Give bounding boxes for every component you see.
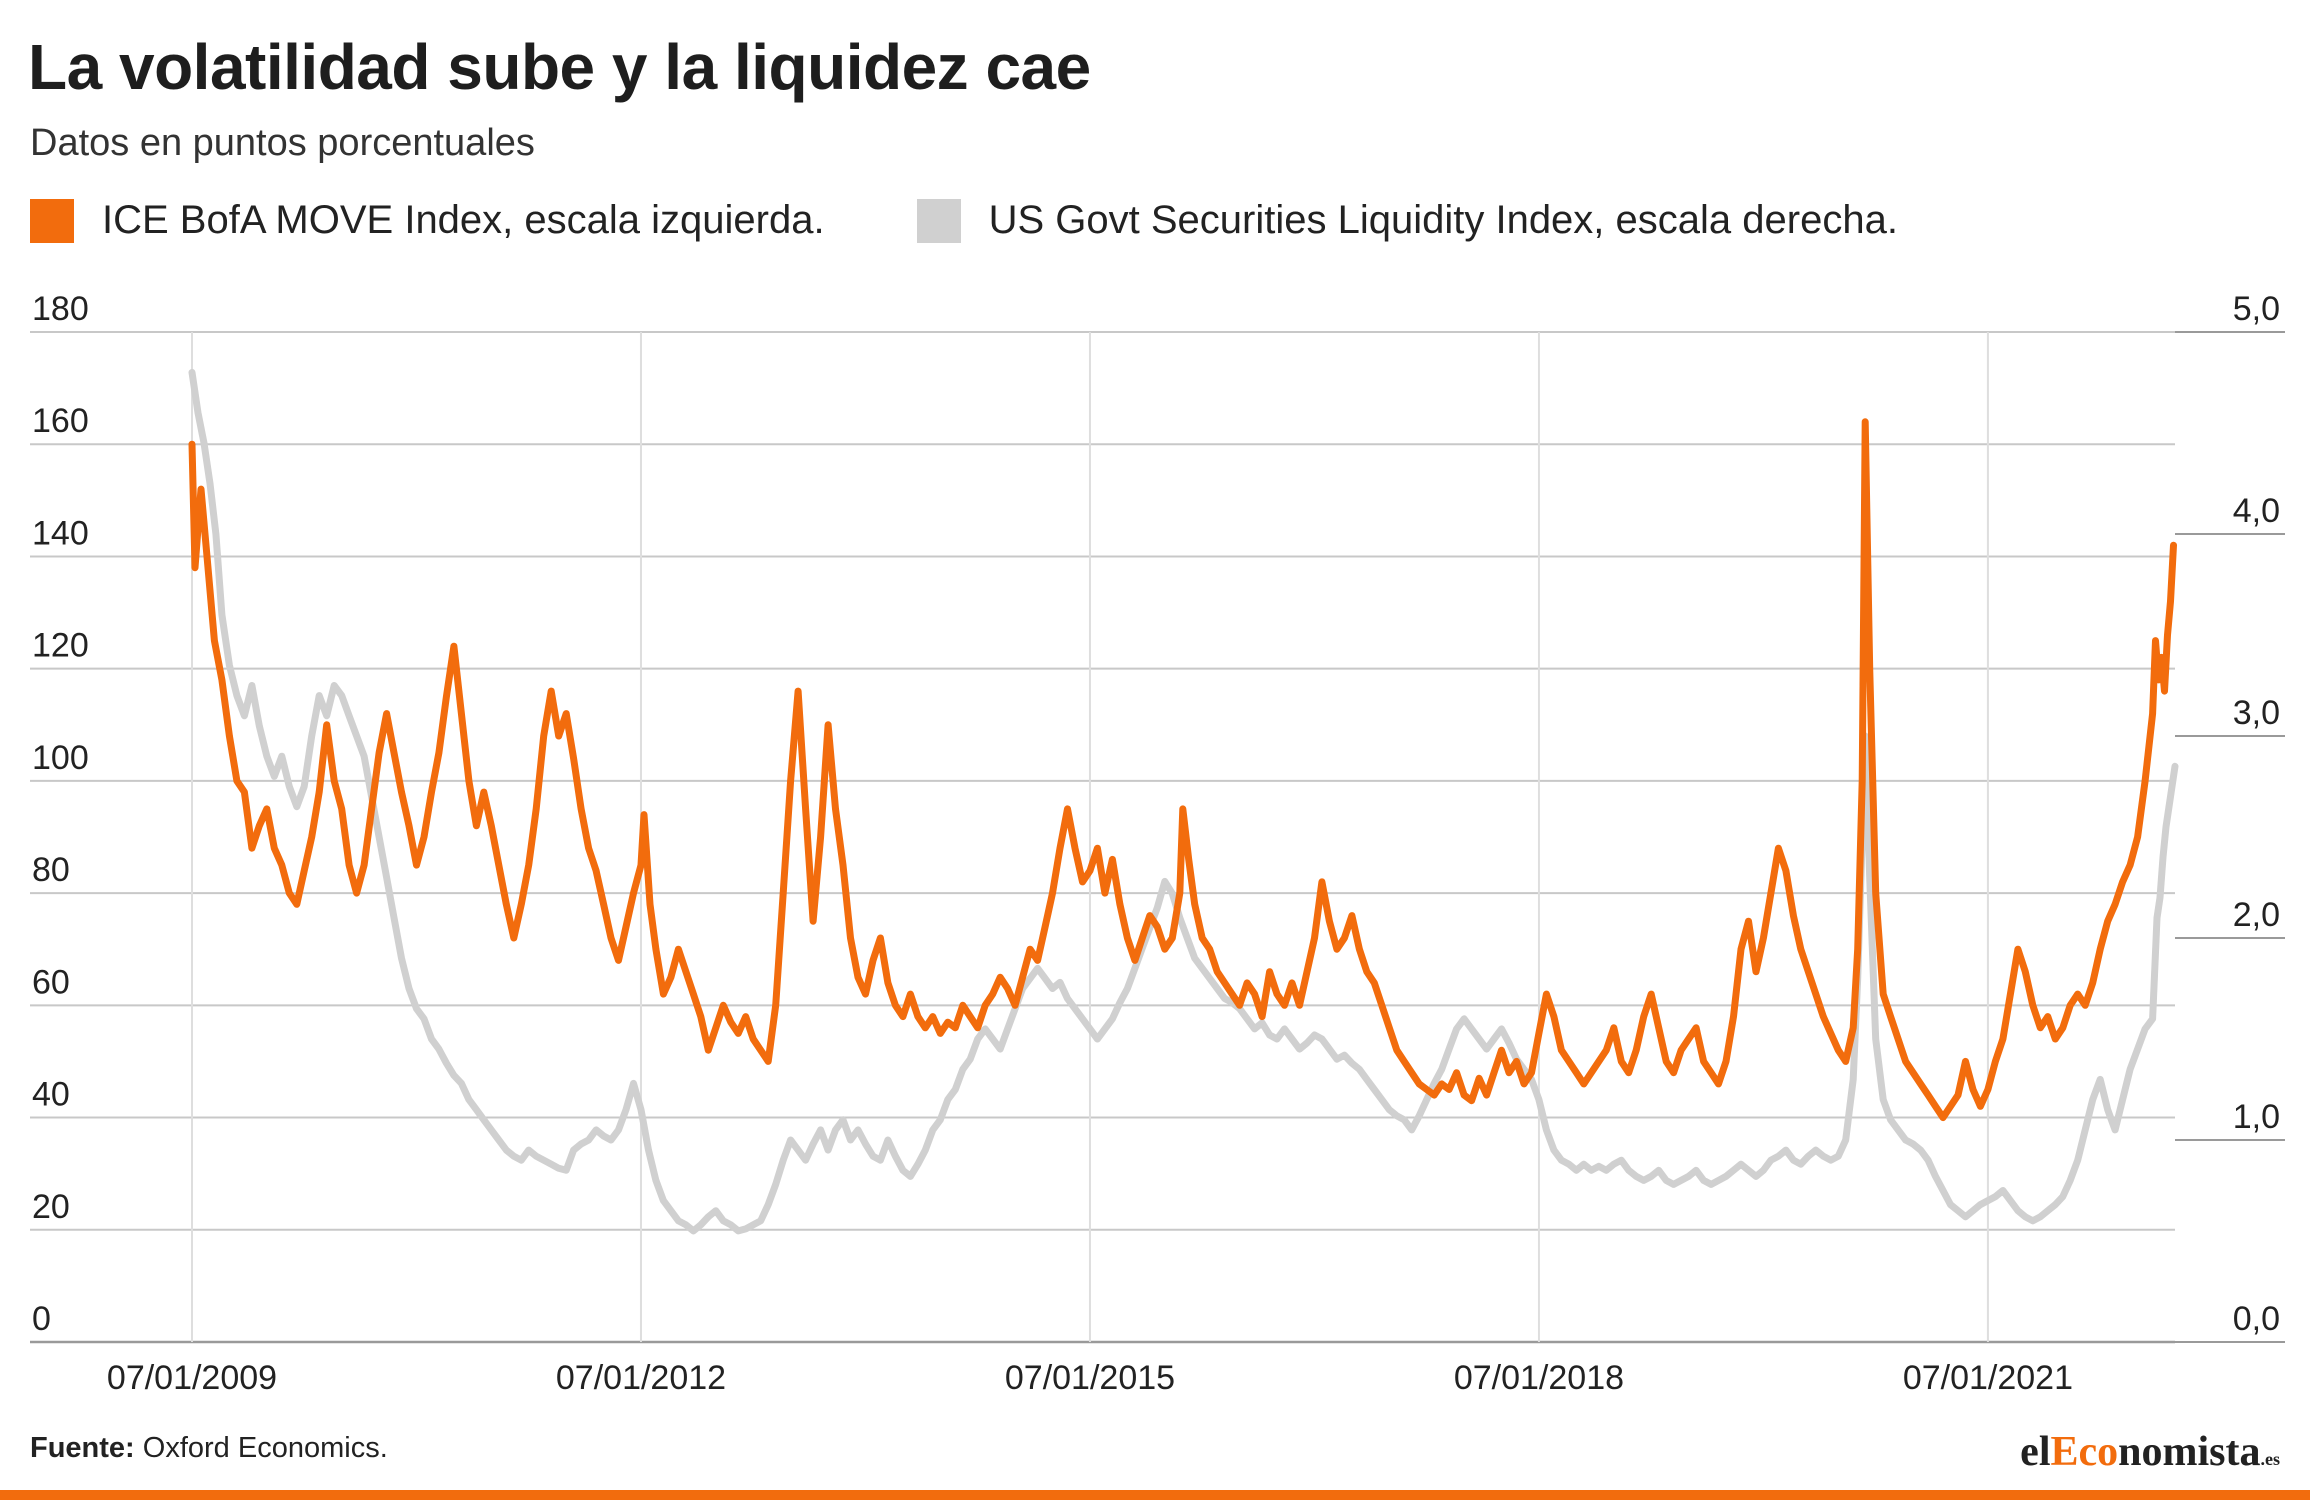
y-left-tick-label: 60 [32, 963, 70, 1001]
axes: 0 20 40 60 80 100 120 140 160 180 0,0 1,0 2,0 3,0 4,0 5… [32, 290, 2280, 1397]
chart-subtitle: Datos en puntos porcentuales [30, 122, 535, 164]
legend-swatch-move [30, 198, 74, 243]
bottom-accent-bar [0, 1490, 2310, 1500]
y-right-tick-label: 4,0 [2233, 492, 2280, 530]
y-right-tick-label: 2,0 [2233, 896, 2280, 934]
y-left-tick-label: 100 [32, 739, 89, 777]
source-label: Fuente: [30, 1432, 135, 1464]
brand-rest: nomista [2118, 1429, 2261, 1475]
brand-prefix: el [2020, 1429, 2051, 1475]
y-right-tick-label: 0,0 [2233, 1300, 2280, 1338]
x-tick-label: 07/01/2012 [556, 1359, 726, 1397]
series-layer [188, 368, 2179, 1235]
line-chart: 0 20 40 60 80 100 120 140 160 180 0,0 1,0 2,0 3,0 4,0 5… [30, 290, 2285, 1397]
x-tick-label: 07/01/2015 [1005, 1359, 1175, 1397]
y-right-tick-label: 1,0 [2233, 1098, 2280, 1136]
brand-logo: elEconomista.es [2020, 1428, 2280, 1476]
y-left-tick-label: 20 [32, 1188, 70, 1226]
source-text: Oxford Economics. [142, 1432, 388, 1464]
legend-item-liquidity: US Govt Securities Liquidity Index, esca… [916, 198, 1898, 243]
series-line-liquidity [188, 368, 2179, 1235]
series-line-move [188, 418, 2177, 1122]
y-left-tick-label: 180 [32, 290, 89, 328]
legend-label-liquidity: US Govt Securities Liquidity Index, esca… [988, 198, 1898, 242]
brand-tld: .es [2260, 1449, 2281, 1469]
legend-label-move: ICE BofA MOVE Index, escala izquierda. [102, 198, 825, 242]
y-right-tick-label: 5,0 [2233, 290, 2280, 328]
legend: ICE BofA MOVE Index, escala izquierda. U… [30, 198, 1990, 243]
x-tick-label: 07/01/2021 [1903, 1359, 2073, 1397]
y-left-tick-label: 160 [32, 402, 89, 440]
y-left-tick-label: 120 [32, 627, 89, 665]
x-tick-label: 07/01/2018 [1454, 1359, 1624, 1397]
y-left-tick-label: 0 [32, 1300, 51, 1338]
y-left-tick-label: 140 [32, 514, 89, 552]
source-note: Fuente: Oxford Economics. [30, 1432, 388, 1465]
y-left-tick-label: 80 [32, 851, 70, 889]
y-left-tick-label: 40 [32, 1076, 70, 1114]
chart-title: La volatilidad sube y la liquidez cae [28, 31, 1091, 103]
x-tick-label: 07/01/2009 [107, 1359, 277, 1397]
legend-swatch-liquidity [916, 198, 961, 243]
legend-item-move: ICE BofA MOVE Index, escala izquierda. [30, 198, 825, 243]
brand-accent: Eco [2050, 1429, 2119, 1475]
y-right-tick-label: 3,0 [2233, 694, 2280, 732]
